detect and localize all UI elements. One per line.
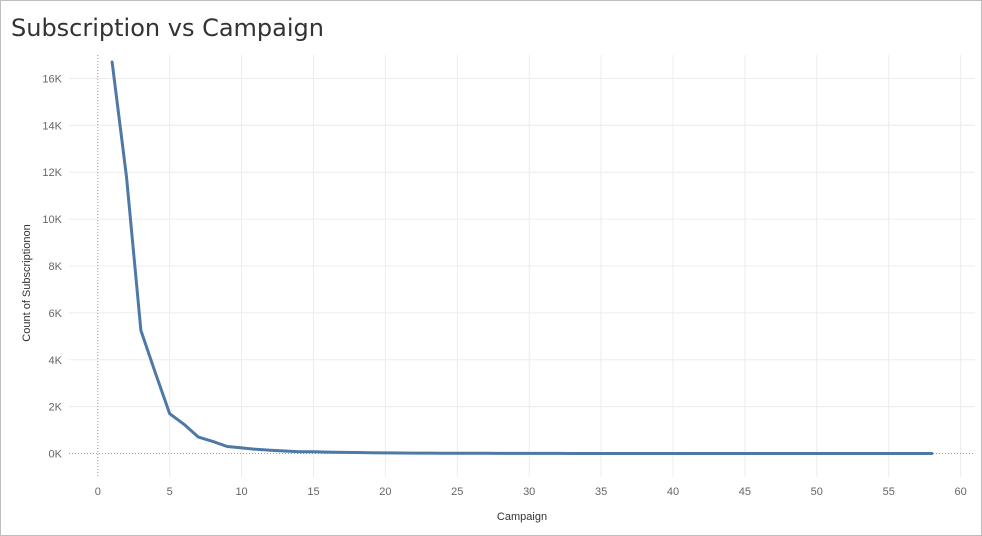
y-tick-label: 10K — [42, 214, 62, 226]
x-tick-label: 0 — [95, 486, 101, 498]
x-tick-label: 15 — [307, 486, 319, 498]
chart-title: Subscription vs Campaign — [11, 14, 324, 42]
x-tick-label: 10 — [235, 486, 247, 498]
x-tick-label: 60 — [954, 486, 966, 498]
x-tick-label: 50 — [811, 486, 823, 498]
y-tick-label: 16K — [42, 73, 62, 85]
y-tick-label: 14K — [42, 120, 62, 132]
y-axis-label: Count of Subscriptionon — [21, 224, 33, 341]
y-tick-label: 8K — [49, 261, 63, 273]
x-tick-label: 35 — [595, 486, 607, 498]
y-tick-label: 6K — [49, 308, 63, 320]
y-tick-label: 4K — [49, 355, 63, 367]
x-tick-label: 55 — [883, 486, 895, 498]
x-tick-label: 30 — [523, 486, 535, 498]
y-tick-label: 0K — [49, 449, 63, 461]
y-axis-ticks: 0K 2K 4K 6K 8K 10K 12K 14K 16K — [42, 73, 62, 460]
x-tick-label: 20 — [379, 486, 391, 498]
x-tick-label: 40 — [667, 486, 679, 498]
x-axis-ticks: 0 5 10 15 20 25 30 35 40 45 50 55 60 — [95, 486, 967, 498]
series-group — [110, 60, 934, 455]
x-tick-label: 45 — [739, 486, 751, 498]
y-tick-label: 2K — [49, 402, 63, 414]
x-tick-label: 25 — [451, 486, 463, 498]
x-axis-label: Campaign — [497, 511, 547, 523]
grid — [69, 55, 975, 477]
series-line — [110, 60, 934, 455]
x-tick-label: 5 — [167, 486, 173, 498]
y-tick-label: 12K — [42, 167, 62, 179]
